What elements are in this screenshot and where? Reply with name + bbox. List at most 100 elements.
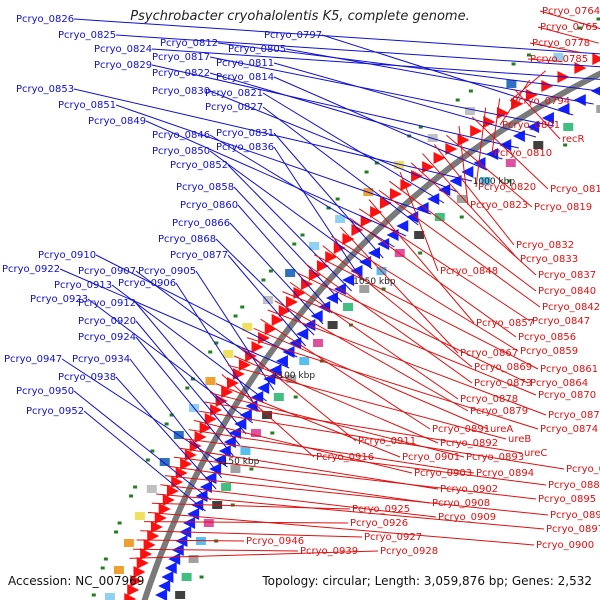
leader-line — [83, 410, 206, 512]
gene-label-right: Pcryo_0909 — [438, 512, 496, 523]
accession-text: Accession: NC_007969 — [8, 574, 145, 588]
feature-dot — [164, 422, 169, 426]
gene-label-right: ureA — [490, 424, 513, 435]
leader-line — [273, 132, 384, 259]
gene-label-right: recR — [562, 134, 585, 145]
leader-line — [115, 34, 600, 68]
gene-label-right: Pcryo_0879 — [470, 406, 528, 417]
gene-label-right: Pcryo_0925 — [352, 504, 410, 515]
gene-label-right: Pcryo_0896 — [550, 510, 600, 521]
feature-dot — [190, 377, 195, 381]
gene-arrow — [238, 359, 251, 371]
feature-dot — [169, 413, 174, 417]
gene-arrow — [251, 391, 264, 403]
feature-block — [313, 339, 324, 347]
gene-arrow — [285, 296, 298, 308]
leader-line — [262, 92, 445, 204]
feature-dot — [150, 449, 155, 453]
gene-arrow — [278, 305, 291, 317]
feature-dot — [418, 125, 423, 129]
gene-label-right: Pcryo_0928 — [380, 546, 438, 557]
gene-arrow — [168, 553, 181, 565]
feature-block — [181, 573, 192, 581]
leader-line — [209, 56, 555, 127]
feature-block — [563, 123, 574, 131]
gene-label-right: Pcryo_0927 — [364, 532, 422, 543]
gene-arrow — [155, 589, 168, 600]
gene-label-left: Pcryo_0866 — [172, 218, 230, 229]
gene-arrow — [263, 373, 276, 385]
feature-dot — [459, 215, 464, 219]
gene-label-right: Pcryo_0870 — [538, 390, 596, 401]
feature-dot — [103, 557, 108, 561]
gene-label-right: Pcryo_0891 — [432, 424, 490, 435]
gene-label-right: Pcryo_0903 — [414, 468, 472, 479]
leader-line — [183, 438, 547, 486]
gene-arrow — [150, 521, 163, 533]
gene-arrow — [269, 364, 282, 376]
gene-arrow — [164, 562, 177, 574]
leader-line — [59, 268, 290, 369]
leader-line — [260, 318, 431, 430]
leader-line — [378, 189, 541, 308]
gene-label-right: Pcryo_0861 — [540, 364, 598, 375]
gene-label-left: Pcryo_0877 — [170, 250, 228, 261]
feature-block — [159, 458, 170, 466]
gene-arrow — [133, 566, 146, 578]
leader-line — [399, 171, 439, 272]
gene-label-right: ureC — [524, 448, 547, 459]
leader-line — [446, 134, 533, 208]
gene-label-right: Pcryo_0926 — [350, 518, 408, 529]
feature-block — [113, 566, 124, 574]
gene-label-right: Pcryo_0902 — [440, 484, 498, 495]
gene-arrow — [232, 368, 245, 380]
gene-arrow — [470, 125, 483, 137]
gene-label-right: Pcryo_0901 — [402, 452, 460, 463]
gene-label-right: Pcryo_0857 — [476, 318, 534, 329]
gene-label-right: Pcryo_0887 — [548, 480, 600, 491]
leader-line — [217, 42, 600, 92]
gene-arrow — [557, 103, 570, 115]
gene-arrow — [258, 332, 271, 344]
gene-arrow — [204, 413, 217, 425]
gene-label-right: Pcryo_0842 — [542, 302, 600, 313]
gene-arrow — [271, 314, 284, 326]
leader-line — [273, 62, 537, 138]
gene-arrow — [147, 530, 160, 542]
gene-label-left: Pcryo_0850 — [152, 146, 210, 157]
gene-label-left: Pcryo_0829 — [94, 60, 152, 71]
gene-arrow — [411, 170, 424, 182]
gene-label-right: Pcryo_0893 — [466, 452, 524, 463]
gene-arrow — [175, 535, 188, 547]
gene-label-left: Pcryo_0868 — [158, 234, 216, 245]
feature-dot — [418, 251, 423, 255]
gene-arrow — [264, 323, 277, 335]
leader-line — [471, 116, 549, 190]
feature-block — [134, 512, 145, 520]
gene-arrow — [592, 53, 600, 65]
gene-arrow — [333, 242, 346, 254]
feature-dot — [511, 62, 516, 66]
gene-label-right: Pcryo_0856 — [518, 332, 576, 343]
gene-label-left: Pcryo_0947 — [4, 354, 62, 365]
gene-label-right: Pcryo_0820 — [478, 182, 536, 193]
gene-arrow — [433, 152, 446, 164]
leader-line — [169, 465, 431, 504]
leader-line — [221, 374, 315, 458]
gene-arrow — [218, 445, 231, 457]
feature-dot — [507, 179, 512, 183]
leader-line — [151, 502, 351, 510]
leader-line — [285, 48, 594, 105]
gene-label-left: Pcryo_0836 — [216, 142, 274, 153]
feature-dot — [364, 170, 369, 174]
gene-arrow — [226, 377, 239, 389]
gene-label-right: Pcryo_0794 — [512, 96, 570, 107]
gene-arrow — [342, 274, 355, 286]
gene-arrow — [130, 575, 143, 587]
gene-label-right: Pcryo_0848 — [440, 266, 498, 277]
feature-dot — [114, 530, 119, 534]
leader-line — [313, 254, 539, 370]
gene-arrow — [368, 247, 381, 259]
feature-dot — [129, 494, 134, 498]
